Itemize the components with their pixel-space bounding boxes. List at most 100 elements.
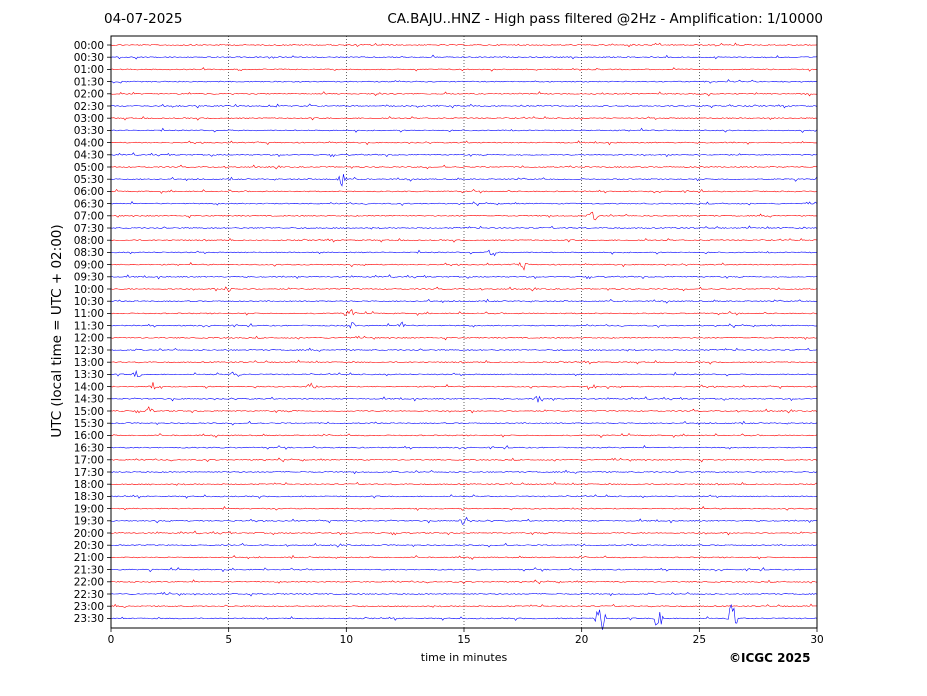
trace-0230 [110, 103, 817, 109]
y-tick-label: 17:30 [74, 467, 104, 479]
trace-1930 [110, 516, 817, 525]
y-tick-label: 10:00 [74, 284, 104, 296]
y-tick-label: 14:30 [74, 394, 104, 406]
trace-1030 [110, 298, 817, 304]
trace-1600 [110, 432, 817, 438]
y-tick-label: 09:30 [74, 272, 104, 284]
trace-2000 [110, 530, 817, 536]
y-tick-label: 12:00 [74, 333, 104, 345]
y-tick-labels: 00:0000:3001:0001:3002:0002:3003:0003:30… [74, 40, 111, 625]
y-tick-label: 22:00 [74, 577, 104, 589]
trace-1200 [110, 335, 817, 341]
y-tick-label: 18:00 [74, 479, 104, 491]
trace-0530 [110, 174, 817, 187]
trace-0400 [110, 140, 817, 146]
trace-2200 [111, 579, 817, 585]
y-tick-label: 05:00 [74, 162, 104, 174]
trace-2300 [110, 603, 817, 608]
trace-1330 [110, 369, 817, 378]
y-tick-label: 21:00 [74, 552, 104, 564]
trace-1430 [110, 395, 817, 403]
y-tick-label: 15:00 [74, 406, 104, 418]
x-tick-label: 20 [575, 634, 588, 646]
y-tick-label: 20:00 [74, 528, 104, 540]
trace-1730 [110, 469, 817, 475]
trace-1900 [110, 505, 817, 511]
y-tick-label: 03:00 [74, 113, 104, 125]
y-tick-label: 06:00 [74, 186, 104, 198]
trace-1530 [110, 420, 817, 426]
x-axis-label: time in minutes [420, 651, 508, 664]
x-ticks: 0 5 10 15 20 25 30 [108, 628, 824, 646]
y-tick-label: 00:30 [74, 52, 104, 64]
plot-frame [110, 35, 818, 629]
y-tick-label: 13:30 [74, 369, 104, 381]
y-tick-label: 15:30 [74, 418, 104, 430]
y-tick-label: 02:00 [74, 89, 104, 101]
y-tick-label: 06:30 [74, 198, 104, 210]
trace-1300 [110, 359, 817, 365]
y-tick-label: 05:30 [74, 174, 104, 186]
y-tick-label: 17:00 [74, 455, 104, 467]
y-tick-label: 03:30 [74, 125, 104, 137]
trace-2030 [110, 542, 817, 548]
y-tick-label: 12:30 [74, 345, 104, 357]
y-tick-label: 21:30 [74, 564, 104, 576]
trace-2130 [110, 567, 817, 573]
y-tick-label: 11:00 [74, 308, 104, 320]
y-tick-label: 02:30 [74, 101, 104, 113]
trace-0630 [110, 201, 817, 207]
trace-0100 [110, 67, 817, 72]
trace-0030 [110, 54, 817, 60]
y-tick-label: 00:00 [74, 40, 104, 52]
trace-0430 [110, 152, 817, 158]
trace-0500 [110, 164, 817, 170]
y-tick-label: 20:30 [74, 540, 104, 552]
grid-lines [228, 36, 700, 628]
y-tick-label: 23:30 [74, 613, 104, 625]
trace-1130 [110, 321, 817, 329]
trace-0900 [110, 261, 817, 271]
trace-1800 [110, 481, 817, 486]
trace-2230 [110, 591, 817, 597]
y-tick-label: 08:00 [74, 235, 104, 247]
chart-date: 04-07-2025 [104, 11, 183, 27]
trace-0130 [110, 79, 817, 84]
trace-0000 [110, 42, 817, 48]
trace-0830 [110, 249, 817, 257]
trace-2330 [110, 603, 817, 630]
trace-1500 [110, 406, 817, 414]
trace-group [110, 42, 817, 630]
y-tick-label: 07:30 [74, 223, 104, 235]
y-tick-label: 01:30 [74, 76, 104, 88]
trace-1000 [110, 286, 817, 293]
trace-1630 [110, 445, 817, 450]
y-tick-label: 18:30 [74, 491, 104, 503]
y-tick-label: 16:30 [74, 442, 104, 454]
y-tick-label: 14:00 [74, 381, 104, 393]
trace-1700 [110, 457, 817, 463]
y-tick-label: 09:00 [74, 259, 104, 271]
y-tick-label: 23:00 [74, 601, 104, 613]
y-tick-label: 07:00 [74, 211, 104, 223]
trace-0600 [110, 188, 817, 194]
trace-1400 [110, 382, 817, 391]
x-tick-label: 0 [108, 634, 115, 646]
y-tick-label: 19:30 [74, 516, 104, 528]
y-tick-label: 11:30 [74, 320, 104, 332]
trace-1100 [110, 308, 817, 316]
chart-title: CA.BAJU..HNZ - High pass filtered @2Hz -… [387, 11, 823, 27]
x-tick-label: 30 [810, 634, 823, 646]
x-tick-label: 10 [340, 634, 353, 646]
y-tick-label: 19:00 [74, 503, 104, 515]
y-tick-label: 16:00 [74, 430, 104, 442]
y-tick-label: 04:00 [74, 137, 104, 149]
x-tick-label: 15 [457, 634, 470, 646]
trace-0930 [110, 274, 817, 280]
trace-0300 [110, 116, 817, 121]
trace-0730 [110, 225, 817, 230]
y-tick-label: 13:00 [74, 357, 104, 369]
trace-0700 [110, 211, 817, 221]
x-tick-label: 25 [693, 634, 706, 646]
